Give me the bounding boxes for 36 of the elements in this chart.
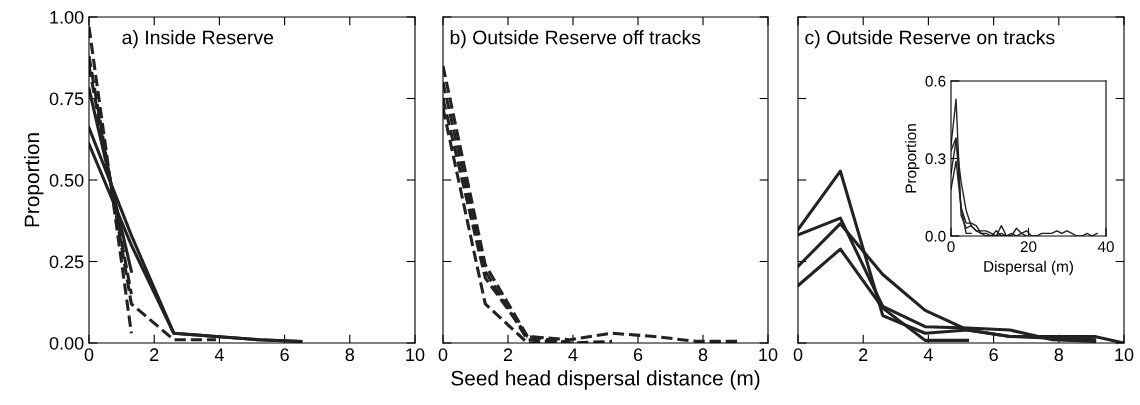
x-tick-label: 8 xyxy=(1054,348,1064,362)
x-tick-label: 10 xyxy=(759,348,778,362)
text: c) Outside Reserve on tracks xyxy=(805,30,1055,49)
x-tick-label: 40 xyxy=(1097,241,1114,253)
x-tick-label: 4 xyxy=(214,348,224,361)
x-tick-label: 2 xyxy=(859,348,868,361)
y-tick-label: 0.3 xyxy=(925,153,946,165)
x-tick-label: 6 xyxy=(280,348,289,362)
text: a) Inside Reserve xyxy=(122,30,274,49)
x-tick-label: 0 xyxy=(438,348,448,362)
x-tick-label: 0 xyxy=(84,348,94,362)
text: b) Outside Reserve off tracks xyxy=(450,30,701,49)
y-tick-label: 0.00 xyxy=(49,336,84,350)
x-tick-label: 4 xyxy=(923,348,933,361)
x-tick-label: 8 xyxy=(345,348,355,362)
y-axis-title: Proportion xyxy=(905,124,920,193)
x-tick-label: 0 xyxy=(947,241,955,253)
x-tick-label: 10 xyxy=(1115,348,1134,362)
x-tick-label: 20 xyxy=(1020,241,1037,253)
x-axis-title: Dispersal (m) xyxy=(984,260,1073,275)
y-tick-label: 0.0 xyxy=(925,230,946,242)
y-axis-title: Proportion xyxy=(24,133,44,227)
x-tick-label: 8 xyxy=(698,348,708,362)
x-tick-label: 6 xyxy=(989,348,998,362)
x-tick-label: 4 xyxy=(568,348,578,361)
x-tick-label: 6 xyxy=(633,348,643,362)
y-tick-label: 0.6 xyxy=(925,75,946,87)
x-tick-label: 2 xyxy=(150,348,159,361)
x-tick-label: 2 xyxy=(503,348,513,361)
y-tick-label: 0.50 xyxy=(49,173,84,187)
x-axis-title: Seed head dispersal distance (m) xyxy=(451,370,760,390)
y-tick-label: 1.00 xyxy=(50,10,84,24)
y-tick-label: 0.25 xyxy=(49,255,84,269)
x-tick-label: 0 xyxy=(793,348,803,362)
y-tick-label: 0.75 xyxy=(49,92,84,106)
x-tick-label: 10 xyxy=(406,348,425,362)
